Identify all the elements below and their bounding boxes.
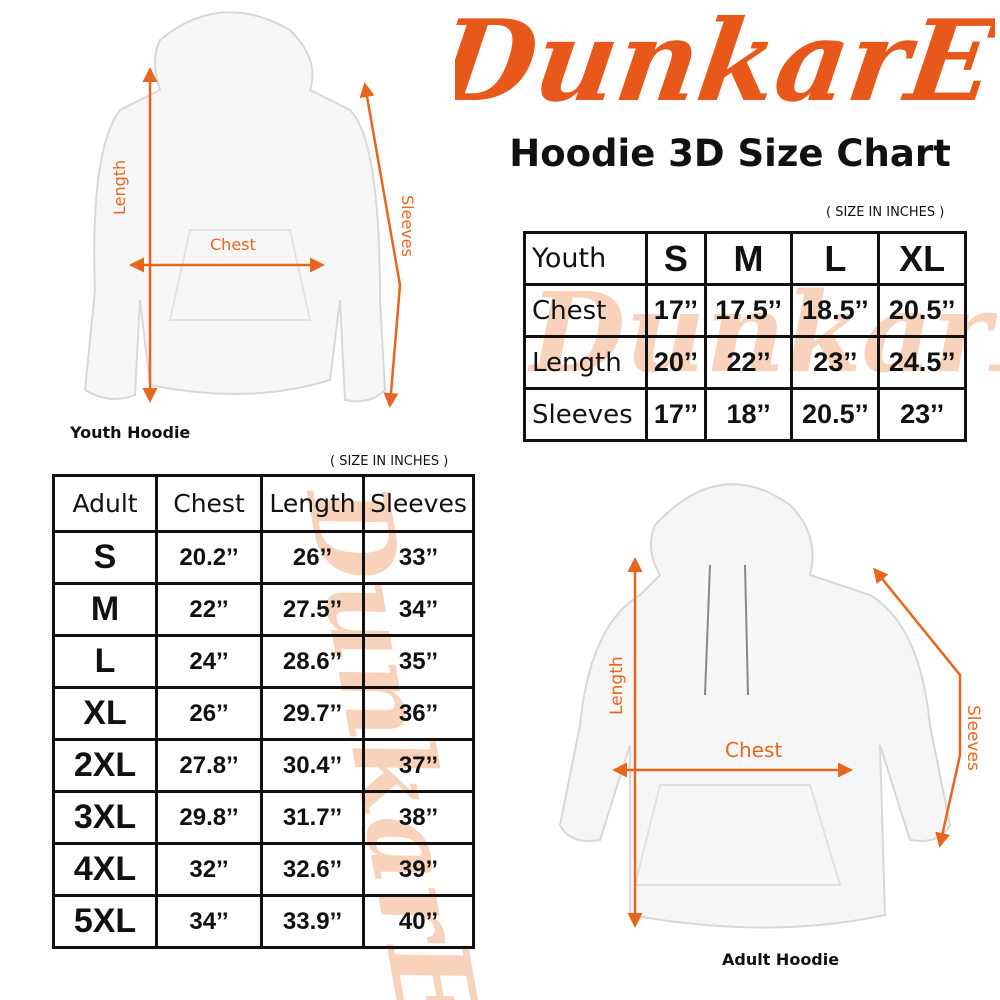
table-row: M 22’’ 27.5’’ 34’’ [52, 582, 475, 637]
table-cell: 23’’ [790, 335, 881, 390]
table-cell: 22’’ [155, 582, 263, 637]
table-cell: 23’’ [877, 387, 967, 442]
adult-hoodie-image: Length Chest Sleeves [558, 483, 983, 929]
table-cell: 37’’ [362, 738, 475, 793]
size-label: M [52, 582, 158, 637]
table-cell: 34’’ [155, 894, 263, 949]
table-row: 4XL 32’’ 32.6’’ 39’’ [52, 842, 475, 897]
table-cell: 27.5’’ [260, 582, 365, 637]
table-cell: 40’’ [362, 894, 475, 949]
table-cell: 36’’ [362, 686, 475, 741]
table-header-row: Youth S M L XL [523, 231, 967, 286]
youth-hoodie-caption: Youth Hoodie [70, 423, 191, 442]
table-cell: 30.4’’ [260, 738, 365, 793]
size-label: 4XL [52, 842, 158, 897]
table-row: Sleeves 17’’ 18’’ 20.5’’ 23’’ [523, 387, 967, 442]
table-cell: 26’’ [260, 530, 365, 585]
size-label: 5XL [52, 894, 158, 949]
size-label: XL [52, 686, 158, 741]
table-cell: 17.5’’ [703, 283, 794, 338]
row-label: Length [523, 335, 648, 390]
youth-unit-note: ( SIZE IN INCHES ) [826, 205, 945, 220]
table-cell: 20.5’’ [790, 387, 881, 442]
table-cell: 22’’ [703, 335, 794, 390]
table-row: 3XL 29.8’’ 31.7’’ 38’’ [52, 790, 475, 845]
table-row: 2XL 27.8’’ 30.4’’ 37’’ [52, 738, 475, 793]
youth-length-label: Length [110, 160, 129, 215]
table-row: XL 26’’ 29.7’’ 36’’ [52, 686, 475, 741]
table-header-cell: Adult [52, 474, 158, 533]
table-cell: 32’’ [155, 842, 263, 897]
youth-hoodie-image: Length Chest Sleeves [83, 11, 417, 408]
table-cell: 18.5’’ [790, 283, 881, 338]
table-cell: 29.7’’ [260, 686, 365, 741]
size-label: 3XL [52, 790, 158, 845]
table-cell: 38’’ [362, 790, 475, 845]
brand-logo-text: DunkarE [455, 0, 995, 127]
table-row: 5XL 34’’ 33.9’’ 40’’ [52, 894, 475, 949]
table-header-cell: Youth [523, 231, 648, 286]
table-header-cell: Chest [155, 474, 263, 533]
table-cell: 17’’ [645, 387, 707, 442]
youth-size-table: Youth S M L XL Chest 17’’ 17.5’’ 18.5’’ … [523, 231, 967, 442]
size-label: S [52, 530, 158, 585]
table-cell: 26’’ [155, 686, 263, 741]
row-label: Chest [523, 283, 648, 338]
table-header-cell: Length [260, 474, 365, 533]
table-cell: 29.8’’ [155, 790, 263, 845]
table-header-cell: M [703, 231, 794, 286]
adult-size-table: Adult Chest Length Sleeves S 20.2’’ 26’’ 33… [52, 474, 475, 949]
adult-chest-label: Chest [725, 738, 782, 762]
table-cell: 27.8’’ [155, 738, 263, 793]
table-header-cell: S [645, 231, 707, 286]
table-cell: 34’’ [362, 582, 475, 637]
table-cell: 18’’ [703, 387, 794, 442]
table-cell: 20.5’’ [877, 283, 967, 338]
table-header-cell: XL [877, 231, 967, 286]
table-cell: 31.7’’ [260, 790, 365, 845]
page-title: Hoodie 3D Size Chart [509, 132, 951, 175]
row-label: Sleeves [523, 387, 648, 442]
table-cell: 28.6’’ [260, 634, 365, 689]
youth-sleeves-label: Sleeves [398, 195, 417, 257]
table-row: Length 20’’ 22’’ 23’’ 24.5’’ [523, 335, 967, 390]
table-cell: 20.2’’ [155, 530, 263, 585]
table-header-cell: Sleeves [362, 474, 475, 533]
table-cell: 32.6’’ [260, 842, 365, 897]
table-cell: 20’’ [645, 335, 707, 390]
adult-unit-note: ( SIZE IN INCHES ) [330, 454, 449, 469]
adult-length-label: Length [607, 656, 627, 715]
table-row: S 20.2’’ 26’’ 33’’ [52, 530, 475, 585]
table-header-row: Adult Chest Length Sleeves [52, 474, 475, 533]
table-row: L 24’’ 28.6’’ 35’’ [52, 634, 475, 689]
table-header-cell: L [790, 231, 881, 286]
table-cell: 33.9’’ [260, 894, 365, 949]
table-cell: 33’’ [362, 530, 475, 585]
table-cell: 35’’ [362, 634, 475, 689]
adult-sleeves-label: Sleeves [963, 705, 983, 771]
table-cell: 24’’ [155, 634, 263, 689]
adult-hoodie-caption: Adult Hoodie [722, 950, 840, 969]
brand-logo: DunkarE [455, 0, 995, 127]
youth-chest-label: Chest [210, 235, 256, 254]
table-cell: 39’’ [362, 842, 475, 897]
table-cell: 17’’ [645, 283, 707, 338]
table-row: Chest 17’’ 17.5’’ 18.5’’ 20.5’’ [523, 283, 967, 338]
size-label: L [52, 634, 158, 689]
table-cell: 24.5’’ [877, 335, 967, 390]
size-label: 2XL [52, 738, 158, 793]
